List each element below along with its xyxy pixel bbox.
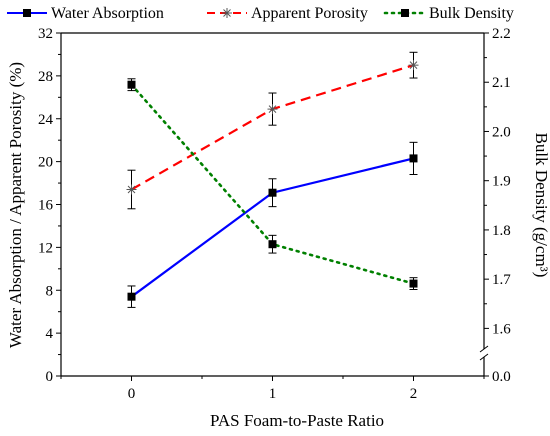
legend: Water Absorption Apparent Porosity Bulk De… bbox=[7, 5, 514, 22]
x-tick-label: 0 bbox=[128, 386, 136, 402]
legend-label: Water Absorption bbox=[51, 5, 164, 22]
asterisk-stroke bbox=[127, 185, 136, 194]
data-point-bulk-density bbox=[127, 80, 136, 89]
right-y-tick-label: 2.2 bbox=[492, 26, 511, 42]
x-axis-label: PAS Foam-to-Paste Ratio bbox=[210, 411, 384, 430]
right-y-axis-label: Bulk Density (g/cm³) bbox=[532, 133, 550, 278]
left-y-tick-label: 24 bbox=[38, 112, 54, 128]
legend-item-water-absorption: Water Absorption bbox=[7, 5, 164, 22]
series-layer bbox=[126, 51, 419, 308]
right-y-tick-label: 1.6 bbox=[492, 321, 511, 337]
legend-item-bulk-density: Bulk Density bbox=[383, 5, 514, 22]
left-y-tick-label: 28 bbox=[38, 69, 53, 85]
right-y-tick-label: 1.7 bbox=[492, 272, 511, 288]
left-y-tick-label: 20 bbox=[38, 155, 53, 171]
right-y-tick-label: 1.8 bbox=[492, 223, 511, 239]
legend-item-apparent-porosity: Apparent Porosity bbox=[207, 5, 368, 22]
data-point-apparent-porosity bbox=[408, 60, 419, 71]
x-tick-label: 1 bbox=[269, 386, 277, 402]
x-tick-label: 2 bbox=[410, 386, 418, 402]
left-y-tick-label: 12 bbox=[38, 240, 53, 256]
left-y-tick-label: 8 bbox=[46, 283, 54, 299]
data-point-apparent-porosity bbox=[126, 184, 137, 195]
left-y-tick-label: 32 bbox=[38, 26, 53, 42]
axes-layer: 0481216202428320.01.61.71.81.92.02.12.20… bbox=[38, 26, 511, 402]
legend-marker bbox=[401, 9, 409, 17]
data-point-water-absorption bbox=[268, 188, 277, 197]
data-point-bulk-density bbox=[268, 240, 277, 249]
left-y-tick-label: 4 bbox=[46, 326, 54, 342]
plot-frame-layer bbox=[60, 32, 489, 377]
right-y-tick-label: 2.0 bbox=[492, 124, 511, 140]
data-point-bulk-density bbox=[409, 279, 418, 288]
asterisk-stroke bbox=[223, 9, 231, 17]
asterisk-stroke bbox=[268, 105, 277, 113]
left-y-tick-label: 16 bbox=[38, 198, 54, 214]
axis-break-mark bbox=[479, 345, 489, 353]
axis-break-mark bbox=[479, 353, 489, 361]
right-y-tick-label: 1.9 bbox=[492, 174, 511, 190]
data-point-apparent-porosity bbox=[267, 104, 278, 115]
data-point-water-absorption bbox=[127, 292, 136, 301]
series-line-apparent-porosity bbox=[130, 64, 414, 191]
legend-marker bbox=[23, 9, 31, 17]
legend-label: Apparent Porosity bbox=[251, 5, 368, 22]
legend-label: Bulk Density bbox=[429, 5, 514, 22]
left-y-axis-label: Water Absorption / Apparent Porosity (%) bbox=[6, 62, 25, 348]
right-y-tick-label: 2.1 bbox=[492, 75, 511, 91]
asterisk-stroke bbox=[409, 61, 418, 70]
legend-marker bbox=[222, 8, 232, 18]
right-y-tick-label: 0.0 bbox=[492, 369, 511, 385]
data-point-water-absorption bbox=[409, 154, 418, 163]
left-y-tick-label: 0 bbox=[46, 369, 54, 385]
